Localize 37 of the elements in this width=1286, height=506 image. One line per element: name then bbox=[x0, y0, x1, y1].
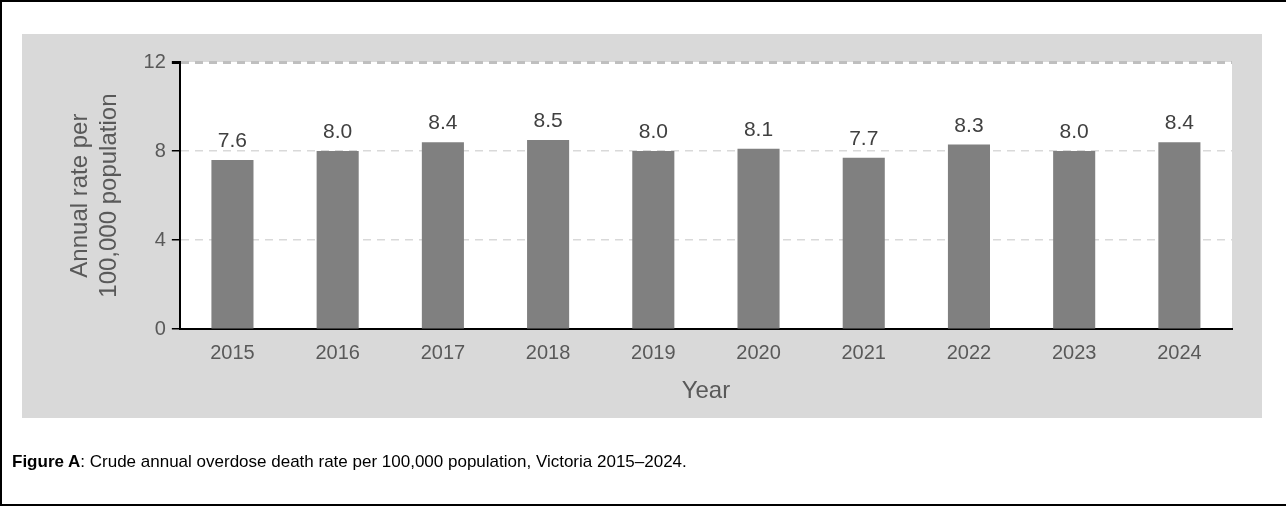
x-tick-label: 2017 bbox=[420, 340, 466, 363]
y-tick-label: 4 bbox=[154, 227, 166, 250]
data-label: 8.4 bbox=[1164, 110, 1195, 134]
data-label: 8.0 bbox=[323, 119, 353, 143]
data-label: 8.4 bbox=[428, 110, 458, 134]
bar bbox=[211, 159, 254, 329]
text: Figure A: Crude annual overdose death rate per 100,000 population, Victoria 2015–2024. bbox=[12, 452, 687, 472]
x-tick-label: 2019 bbox=[631, 340, 676, 363]
x-tick-label: 2018 bbox=[525, 340, 571, 363]
y-axis-title: Annual rate per 100,000 population bbox=[65, 93, 121, 298]
bar bbox=[947, 144, 991, 329]
x-tick-label: 2022 bbox=[946, 340, 992, 363]
data-label: 8.3 bbox=[954, 112, 984, 136]
data-label: 8.0 bbox=[638, 119, 668, 143]
bar bbox=[737, 148, 780, 329]
data-label: 7.6 bbox=[217, 128, 248, 152]
bar bbox=[632, 151, 675, 329]
data-label: 8.5 bbox=[533, 108, 563, 132]
y-tick-label: 8 bbox=[154, 138, 166, 161]
x-tick-label: 2021 bbox=[841, 340, 886, 363]
x-tick-label: 2015 bbox=[210, 340, 255, 363]
data-label: 8.1 bbox=[743, 117, 774, 141]
bar bbox=[421, 142, 464, 329]
x-axis-title: Year bbox=[681, 376, 731, 404]
bar bbox=[316, 151, 359, 329]
data-label: 7.7 bbox=[849, 126, 879, 150]
bar bbox=[1053, 151, 1096, 329]
x-tick-label: 2016 bbox=[315, 340, 360, 363]
x-tick-label: 2020 bbox=[736, 340, 781, 363]
x-tick-label: 2023 bbox=[1051, 340, 1097, 363]
x-tick-label: 2024 bbox=[1157, 340, 1202, 363]
y-tick-label: 12 bbox=[143, 49, 166, 72]
bar bbox=[527, 139, 570, 329]
data-label: 8.0 bbox=[1059, 119, 1089, 143]
bar bbox=[842, 157, 885, 329]
y-tick-label: 0 bbox=[154, 316, 166, 339]
bar bbox=[1158, 142, 1201, 329]
